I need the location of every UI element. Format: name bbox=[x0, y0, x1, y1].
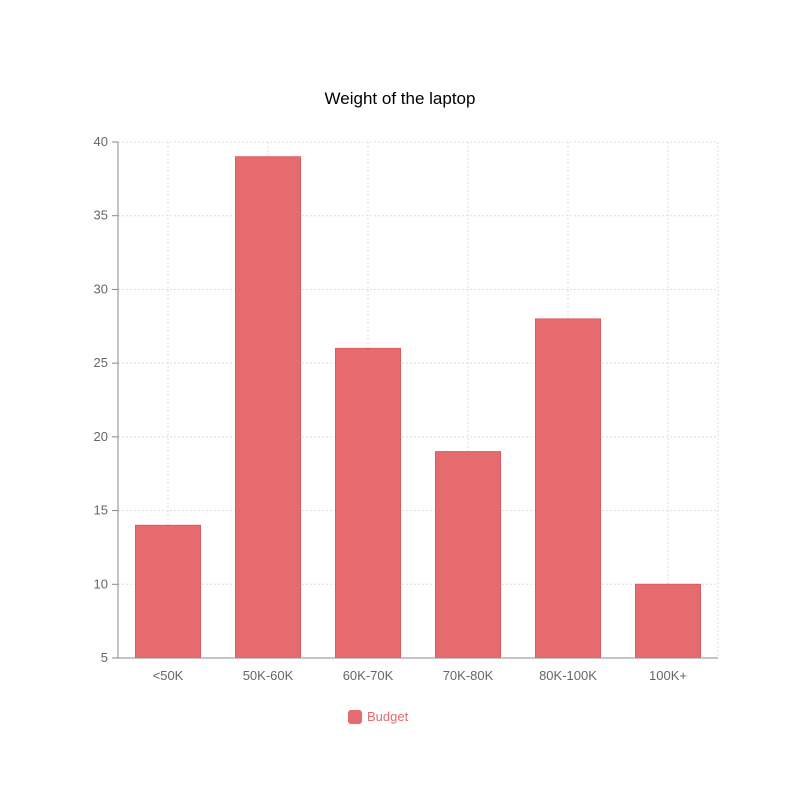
grid bbox=[112, 141, 719, 659]
axes bbox=[117, 142, 718, 659]
y-tick-label: 5 bbox=[101, 650, 108, 665]
bar[interactable] bbox=[135, 524, 201, 659]
legend[interactable]: Budget bbox=[348, 709, 409, 724]
y-tick-label: 30 bbox=[94, 281, 108, 296]
y-tick-label: 40 bbox=[94, 134, 108, 149]
y-tick-label: 25 bbox=[94, 355, 108, 370]
y-tick-label: 20 bbox=[94, 429, 108, 444]
bar[interactable] bbox=[535, 318, 601, 659]
x-tick-label: 80K-100K bbox=[539, 668, 597, 683]
x-tick-label: 100K+ bbox=[649, 668, 687, 683]
x-tick-labels: <50K 50K-60K 60K-70K 70K-80K 80K-100K 100K+ bbox=[153, 668, 687, 683]
y-tick-label: 15 bbox=[94, 503, 108, 518]
x-tick-label: 50K-60K bbox=[243, 668, 294, 683]
x-tick-label: 60K-70K bbox=[343, 668, 394, 683]
x-tick-label: 70K-80K bbox=[443, 668, 494, 683]
bar[interactable] bbox=[635, 583, 701, 659]
y-tick-label: 10 bbox=[94, 576, 108, 591]
bar[interactable] bbox=[335, 347, 401, 659]
x-tick-label: <50K bbox=[153, 668, 184, 683]
y-tick-label: 35 bbox=[94, 208, 108, 223]
legend-swatch[interactable] bbox=[348, 710, 362, 724]
bar[interactable] bbox=[235, 156, 301, 659]
legend-label[interactable]: Budget bbox=[367, 709, 409, 724]
bar[interactable] bbox=[435, 451, 501, 659]
bars bbox=[135, 156, 701, 659]
chart-title: Weight of the laptop bbox=[325, 89, 476, 108]
y-tick-labels: 5 10 15 20 25 30 35 40 bbox=[94, 134, 108, 665]
